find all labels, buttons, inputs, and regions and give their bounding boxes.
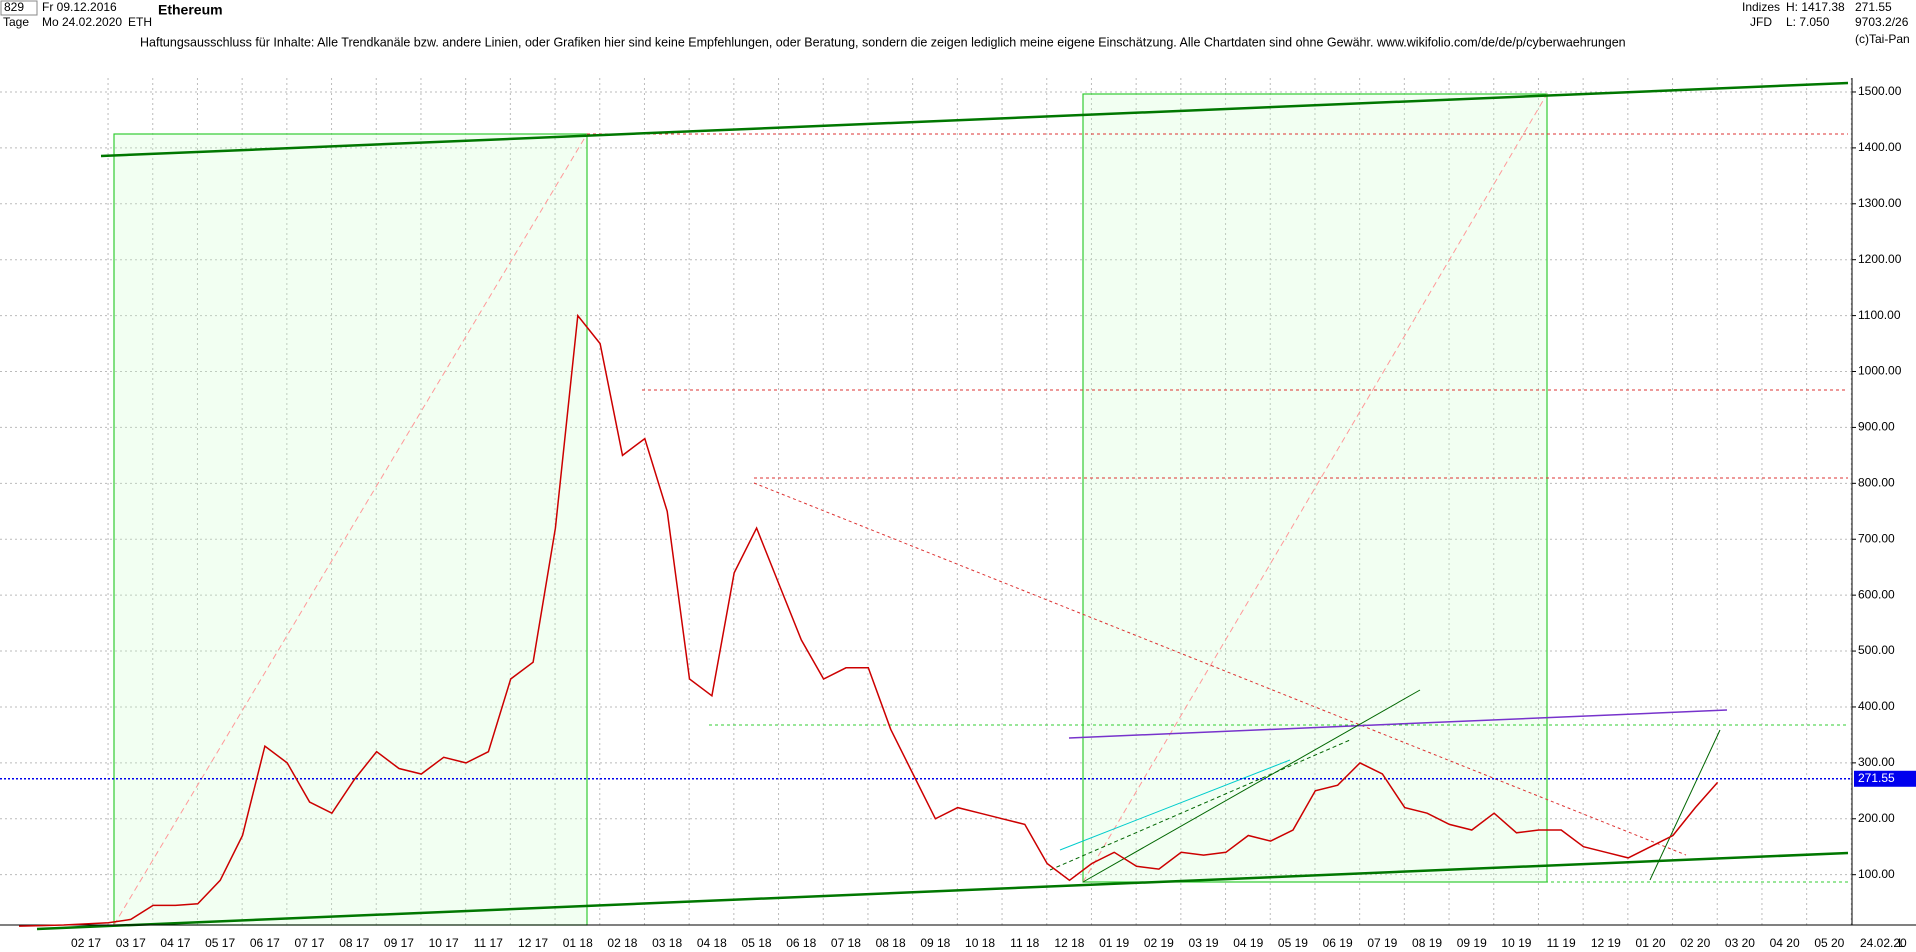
period[interactable]: Tage bbox=[3, 15, 29, 29]
x-tick-label: 01 20 bbox=[1636, 936, 1666, 950]
x-tick-label: 10 17 bbox=[429, 936, 459, 950]
copyright: (c)Tai-Pan bbox=[1855, 32, 1910, 46]
chart-title: Ethereum bbox=[158, 2, 223, 18]
y-tick-label: 1400.00 bbox=[1858, 140, 1902, 154]
x-tick-label: 03 18 bbox=[652, 936, 682, 950]
x-tick-label: 06 19 bbox=[1323, 936, 1353, 950]
high: H: 1417.38 bbox=[1786, 0, 1845, 14]
trend-line bbox=[1649, 729, 1721, 881]
price-line bbox=[18, 313, 1719, 927]
y-tick-label: 200.00 bbox=[1858, 811, 1895, 825]
x-tick-label: 03 20 bbox=[1725, 936, 1755, 950]
x-tick-label: 05 19 bbox=[1278, 936, 1308, 950]
x-tick-label: 11 17 bbox=[474, 936, 503, 950]
channel-line bbox=[36, 851, 1849, 931]
last-price-label: 271.55 bbox=[1858, 771, 1895, 785]
group: Indizes bbox=[1742, 0, 1780, 14]
x-tick-label: 04 17 bbox=[160, 936, 190, 950]
low: L: 7.050 bbox=[1786, 15, 1830, 29]
x-tick-label: 09 17 bbox=[384, 936, 414, 950]
x-tick-label: 12 19 bbox=[1591, 936, 1621, 950]
y-tick-label: 600.00 bbox=[1858, 587, 1895, 601]
x-tick-label: 01 19 bbox=[1099, 936, 1129, 950]
x-tick-label: 02 17 bbox=[71, 936, 101, 950]
x-tick-label: 12 18 bbox=[1054, 936, 1084, 950]
trend-line bbox=[753, 482, 1687, 856]
y-tick-label: 1200.00 bbox=[1858, 252, 1902, 266]
trend-line bbox=[1059, 759, 1291, 851]
y-tick-label: 500.00 bbox=[1858, 643, 1895, 657]
x-tick-label: 07 19 bbox=[1367, 936, 1397, 950]
x-tick-label: 08 18 bbox=[876, 936, 906, 950]
date-from: Fr 09.12.2016 bbox=[42, 0, 117, 14]
x-tick-label: 08 17 bbox=[339, 936, 369, 950]
x-tick-label: 07 17 bbox=[295, 936, 325, 950]
x-tick-label: 02 20 bbox=[1680, 936, 1710, 950]
scale-mode: L bbox=[1898, 936, 1905, 950]
x-tick-label: 03 19 bbox=[1189, 936, 1219, 950]
x-tick-label: 04 18 bbox=[697, 936, 727, 950]
channel-line bbox=[100, 81, 1849, 158]
x-tick-label: 01 18 bbox=[563, 936, 593, 950]
trend-line bbox=[1049, 739, 1351, 871]
trend-line bbox=[113, 133, 588, 926]
y-tick-label: 900.00 bbox=[1858, 420, 1895, 434]
y-tick-label: 1100.00 bbox=[1858, 308, 1901, 322]
trend-line bbox=[1082, 689, 1421, 883]
count-box[interactable] bbox=[0, 0, 38, 16]
extra: 9703.2/26 bbox=[1855, 15, 1909, 29]
y-tick-label: 1300.00 bbox=[1858, 196, 1902, 210]
x-tick-label: 07 18 bbox=[831, 936, 861, 950]
x-tick-label: 10 19 bbox=[1501, 936, 1531, 950]
x-tick-label: 04 19 bbox=[1233, 936, 1263, 950]
x-tick-label: 06 17 bbox=[250, 936, 280, 950]
x-tick-label: 02 19 bbox=[1144, 936, 1174, 950]
last-price-header: 271.55 bbox=[1855, 0, 1892, 14]
y-tick-label: 700.00 bbox=[1858, 531, 1895, 545]
symbol: ETH bbox=[128, 15, 152, 29]
y-tick-label: 100.00 bbox=[1858, 867, 1895, 881]
x-tick-label: 05 18 bbox=[742, 936, 772, 950]
last-price-box bbox=[1854, 770, 1916, 787]
y-tick-label: 1000.00 bbox=[1858, 364, 1902, 378]
x-tick-label: 05 20 bbox=[1814, 936, 1844, 950]
x-tick-label: 02 18 bbox=[607, 936, 637, 950]
disclaimer: Haftungsausschluss für Inhalte: Alle Tre… bbox=[140, 35, 1626, 49]
y-tick-label: 300.00 bbox=[1858, 755, 1895, 769]
date-end: 24.02.20 bbox=[1860, 936, 1907, 950]
trend-line bbox=[1082, 93, 1548, 883]
x-tick-label: 09 19 bbox=[1457, 936, 1487, 950]
x-tick-label: 10 18 bbox=[965, 936, 995, 950]
x-tick-label: 04 20 bbox=[1770, 936, 1800, 950]
x-tick-label: 12 17 bbox=[518, 936, 548, 950]
count: 829 bbox=[4, 0, 24, 14]
exchange: JFD bbox=[1750, 15, 1772, 29]
x-tick-label: 11 18 bbox=[1010, 936, 1039, 950]
x-tick-label: 11 19 bbox=[1547, 936, 1576, 950]
date-to: Mo 24.02.2020 bbox=[42, 15, 122, 29]
x-tick-label: 05 17 bbox=[205, 936, 235, 950]
y-tick-label: 400.00 bbox=[1858, 699, 1895, 713]
x-tick-label: 06 18 bbox=[786, 936, 816, 950]
plot-decor bbox=[0, 78, 1916, 931]
x-tick-label: 08 19 bbox=[1412, 936, 1442, 950]
y-tick-label: 1500.00 bbox=[1858, 84, 1902, 98]
x-tick-label: 03 17 bbox=[116, 936, 146, 950]
y-tick-label: 800.00 bbox=[1858, 476, 1895, 490]
highlight-box bbox=[1082, 93, 1548, 883]
x-tick-label: 09 18 bbox=[920, 936, 950, 950]
trend-line bbox=[1068, 709, 1728, 739]
